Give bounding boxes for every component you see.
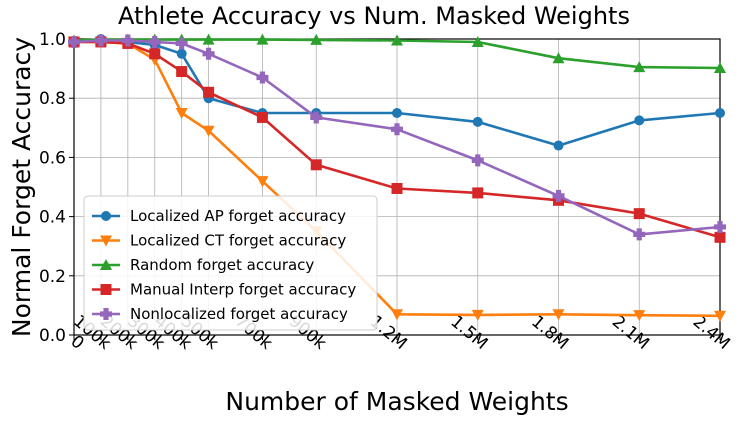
data-point bbox=[202, 125, 215, 137]
legend-label: Localized CT forget accuracy bbox=[130, 232, 346, 250]
legend-item: Random forget accuracy bbox=[92, 256, 314, 274]
y-tick-label: 0.6 bbox=[39, 148, 66, 168]
data-point bbox=[310, 159, 322, 171]
data-point bbox=[175, 108, 188, 119]
legend-label: Manual Interp forget accuracy bbox=[130, 281, 356, 299]
y-axis-label: Normal Forget Accuracy bbox=[7, 37, 36, 337]
legend-item: Localized CT forget accuracy bbox=[92, 232, 346, 250]
chart-title: Athlete Accuracy vs Num. Masked Weights bbox=[118, 2, 630, 30]
data-point bbox=[121, 34, 134, 47]
data-point bbox=[715, 108, 725, 118]
legend-swatch-marker bbox=[100, 235, 112, 247]
y-tick-label: 0.8 bbox=[39, 89, 66, 109]
data-point bbox=[471, 309, 484, 321]
legend-swatch-marker bbox=[100, 308, 112, 320]
data-point bbox=[391, 182, 403, 194]
x-tick-label: 2.1M bbox=[608, 312, 653, 354]
legend-swatch-marker bbox=[100, 259, 112, 270]
data-point bbox=[310, 111, 323, 124]
data-point bbox=[714, 231, 726, 243]
data-point bbox=[68, 35, 80, 48]
data-point bbox=[256, 111, 268, 123]
series-group bbox=[68, 33, 726, 322]
y-tick-label: 0.4 bbox=[39, 208, 66, 228]
data-point bbox=[203, 86, 215, 98]
y-tick-label: 0.0 bbox=[39, 326, 66, 346]
legend: Localized AP forget accuracy Localized CT… bbox=[83, 195, 378, 331]
data-point bbox=[714, 62, 726, 74]
data-point bbox=[176, 48, 187, 59]
data-point bbox=[633, 61, 646, 73]
legend-item: Manual Interp forget accuracy bbox=[92, 281, 356, 299]
data-point bbox=[472, 116, 483, 127]
data-point bbox=[176, 66, 188, 78]
data-point bbox=[552, 189, 565, 202]
data-point bbox=[472, 187, 484, 199]
data-point bbox=[714, 220, 726, 233]
legend-item: Localized AP forget accuracy bbox=[92, 207, 346, 225]
legend-swatch-marker bbox=[100, 284, 112, 295]
x-tick-label: 1.5M bbox=[447, 312, 492, 354]
y-tick-label: 1.0 bbox=[39, 30, 66, 50]
data-point bbox=[256, 33, 269, 45]
data-point bbox=[148, 35, 161, 48]
data-point bbox=[94, 34, 107, 47]
x-tick-label: 1.8M bbox=[527, 312, 572, 354]
data-point bbox=[391, 123, 403, 136]
legend-box bbox=[83, 195, 378, 331]
data-point bbox=[256, 71, 269, 84]
y-axis-ticks: 0.0 0.2 0.4 0.6 0.8 1.0 bbox=[39, 30, 74, 346]
x-axis-label: Number of Masked Weights bbox=[225, 387, 568, 416]
data-point bbox=[392, 108, 402, 118]
series-5 bbox=[68, 34, 726, 241]
legend-label: Random forget accuracy bbox=[130, 256, 314, 274]
data-point bbox=[149, 48, 161, 60]
data-point bbox=[471, 35, 484, 47]
data-point bbox=[552, 52, 565, 64]
data-point bbox=[202, 47, 215, 60]
data-point bbox=[175, 37, 188, 50]
legend-label: Nonlocalized forget accuracy bbox=[130, 305, 348, 323]
data-point bbox=[633, 310, 646, 322]
data-point bbox=[256, 176, 269, 188]
legend-item: Nonlocalized forget accuracy bbox=[92, 305, 348, 323]
data-point bbox=[552, 309, 565, 321]
data-point bbox=[714, 310, 726, 322]
x-tick-label: 2.4M bbox=[689, 312, 734, 354]
legend-swatch-marker bbox=[101, 211, 111, 221]
data-point bbox=[634, 115, 645, 126]
data-point bbox=[202, 33, 215, 45]
data-point bbox=[633, 228, 646, 241]
y-tick-label: 0.2 bbox=[39, 267, 66, 287]
data-point bbox=[553, 140, 564, 151]
data-point bbox=[391, 309, 403, 321]
data-point bbox=[633, 208, 645, 220]
data-point bbox=[471, 154, 484, 167]
data-point bbox=[391, 34, 403, 46]
data-point bbox=[310, 33, 323, 45]
legend-label: Localized AP forget accuracy bbox=[130, 207, 346, 225]
